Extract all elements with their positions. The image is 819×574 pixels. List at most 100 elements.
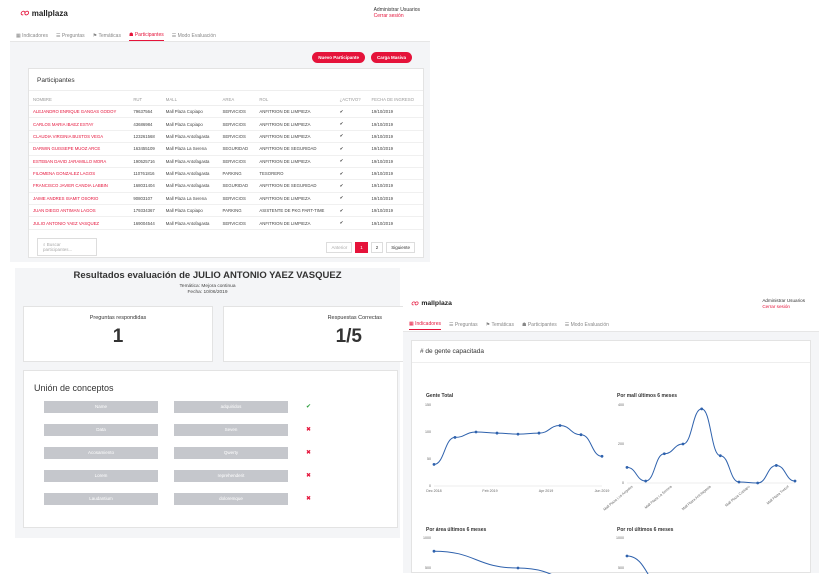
por-mall-category-label: Mall Plaza Antofagasta [681,485,712,512]
bulk-upload-button[interactable]: Carga Masiva [370,52,412,63]
concept-left[interactable]: Acosamiento [44,447,158,459]
logo[interactable]: ၸ mallplaza [411,298,452,309]
table-row[interactable]: DARWIN GUISSEPE MUOZ ARCE 163455109 Mall P… [29,142,423,156]
page-1-button[interactable]: 1 [355,241,368,253]
por-area-y-tick: 1000 [423,536,431,540]
gente-total-data-point [537,431,541,435]
table-cell: 19/10/2019 [367,204,423,218]
results-date: Fecha: 10/06/2019 [187,290,228,295]
table-cell: ✔ [335,105,368,119]
table-row[interactable]: ALEJANDRO ENRIQUE GANGAS GODOY 79637564 Ma… [29,105,423,119]
column-header[interactable]: ROL [255,91,336,106]
column-header[interactable]: NOMBRE [29,91,130,106]
concept-right[interactable]: adquiridos [174,401,288,413]
table-cell: ✔ [335,117,368,131]
gente-total-x-tick: Jun 2019 [595,489,610,493]
table-row[interactable]: ESTEBAN DAVID JARAMILLO MORA 190525716 Mal… [29,155,423,168]
concepts-title: Unión de conceptos [34,383,114,393]
column-header[interactable]: MALL [161,91,219,106]
table-cell: Mall Plaza Copiapo [161,117,219,131]
table-cell: ✔ [335,216,368,230]
new-participant-button[interactable]: Nuevo Participante [312,52,365,63]
logout-link[interactable]: Cerrar sesión [762,304,790,309]
tab-indicadores[interactable]: ▦ Indicadores [409,319,441,330]
table-footer: ⌕ Buscar participantes... Anterior 1 2 S… [29,237,423,257]
table-cell: 19/10/2019 [367,216,423,230]
tab-preguntas[interactable]: ☰ Preguntas [55,32,85,39]
por-mall-y-tick: 0 [622,481,624,485]
participant-name-link[interactable]: DARWIN GUISSEPE MUOZ ARCE [29,142,130,156]
por-mall-category-label: Mall Plaza Trebol [766,485,790,506]
por-mall-category-label: Mall Plaza La Serena [644,485,673,510]
participant-name-link[interactable]: JAIME ANDRES ISAMIT OSORIO [29,192,130,206]
table-row[interactable]: JUAN DIEGO ANTIMAN LAGOS 179334367 Mall Pl… [29,204,423,218]
participant-name-link[interactable]: JULIO ANTONIO YAEZ VASQUEZ [29,216,130,230]
tab-participantes[interactable]: ☗ Participantes [521,321,557,328]
por-mall-category-label: Mall Plaza Copiapo [724,485,750,508]
table-row[interactable]: JAIME ANDRES ISAMIT OSORIO 90803107 Mall P… [29,192,423,206]
column-header[interactable]: FECHA DE INGRESO [367,91,423,106]
tab-preguntas[interactable]: ☰ Preguntas [448,321,478,328]
column-header[interactable]: RUT [129,91,162,106]
concept-right[interactable]: reprehenderit [174,470,288,482]
concept-row: Name adquiridos ✔ [44,401,311,413]
column-header[interactable]: ¿ACTIVO? [335,91,368,106]
concept-right[interactable]: Seven [174,424,288,436]
por-mall-data-point [662,452,666,456]
table-cell: 19/10/2019 [367,142,423,156]
concept-left[interactable]: Name [44,401,158,413]
por-mall-data-point [756,481,760,485]
tab-tematicas[interactable]: ⚑ Temáticas [485,321,514,328]
concept-right[interactable]: doloremque [174,493,288,505]
tab-modo-evaluacion[interactable]: ☰ Modo Evaluación [171,32,216,39]
concept-left[interactable]: Lorem [44,470,158,482]
check-icon: ✔ [306,404,312,410]
participant-name-link[interactable]: ALEJANDRO ENRIQUE GANGAS GODOY [29,105,130,119]
concept-left[interactable]: Laudantium [44,493,158,505]
table-row[interactable]: CLAUDIA VIRGINIA BUSTOS VEGA 123261568 Mal… [29,130,423,144]
table-cell: 19/10/2019 [367,192,423,206]
column-header[interactable]: AREA [218,91,256,106]
participant-name-link[interactable]: CLAUDIA VIRGINIA BUSTOS VEGA [29,130,130,144]
admin-users-link[interactable]: Administrar Usuarios [373,7,420,13]
page-2-button[interactable]: 2 [370,241,384,253]
concept-left[interactable]: Data [44,424,158,436]
table-cell: 190525716 [129,155,162,168]
prev-page-button[interactable]: Anterior [326,241,353,253]
participant-name-link[interactable]: ESTEBAN DAVID JARAMILLO MORA [29,155,130,168]
concept-right[interactable]: Qwerty [174,447,288,459]
table-cell: 163455109 [129,142,162,156]
admin-users-link[interactable]: Administrar Usuarios [762,298,805,303]
participants-card-title: Participantes [29,69,423,91]
top-bar: ၸ mallplaza Administrar Usuarios Cerrar … [403,290,819,318]
participant-name-link[interactable]: FILOMENA GONZALEZ LAGOS [29,167,130,181]
table-cell: Mall Plaza Antofagasta [161,216,219,230]
por-area-data-point [516,566,520,570]
table-row[interactable]: JULIO ANTONIO YAEZ VASQUEZ 169004544 Mall … [29,216,423,230]
table-cell: Mall Plaza Antofagasta [161,155,219,168]
correct-stat-card: Respuestas Correctas 1/5 [223,306,413,362]
tab-participantes[interactable]: ☗ Participantes [128,30,164,41]
table-row[interactable]: FILOMENA GONZALEZ LAGOS 110761816 Mall Pla… [29,167,423,181]
table-row[interactable]: CARLOS MARIA IBAEZ ESTAY 43686984 Mall Pla… [29,117,423,131]
search-input[interactable]: ⌕ Buscar participantes... [37,238,97,256]
participant-name-link[interactable]: JUAN DIEGO ANTIMAN LAGOS [29,204,130,218]
logout-link[interactable]: Cerrar sesión [373,13,404,19]
por-rol-series-line [626,555,649,574]
logo[interactable]: ၸ mallplaza [20,7,68,20]
pagination: Anterior 1 2 Siguiente [326,241,415,253]
table-cell: Mall Plaza La Serena [161,192,219,206]
dashboard-screen: ၸ mallplaza Administrar Usuarios Cerrar … [403,290,819,574]
participant-name-link[interactable]: CARLOS MARIA IBAEZ ESTAY [29,117,130,131]
table-row[interactable]: FRANCISCO JAVIER CANDIA LABBIN 168031404 M… [29,179,423,193]
table-cell: ✔ [335,130,368,144]
tab-modo-evaluacion[interactable]: ☰ Modo Evaluación [564,321,609,328]
tab-tematicas[interactable]: ⚑ Temáticas [92,32,121,39]
concepts-card: Unión de conceptos Name adquiridos ✔ Data Se… [23,370,398,528]
admin-menu: Administrar Usuarios Cerrar sesión [762,298,805,310]
tab-indicadores[interactable]: ▦ Indicadores [16,32,48,39]
table-cell: 19/10/2019 [367,179,423,193]
participant-name-link[interactable]: FRANCISCO JAVIER CANDIA LABBIN [29,179,130,193]
next-page-button[interactable]: Siguiente [386,241,415,253]
